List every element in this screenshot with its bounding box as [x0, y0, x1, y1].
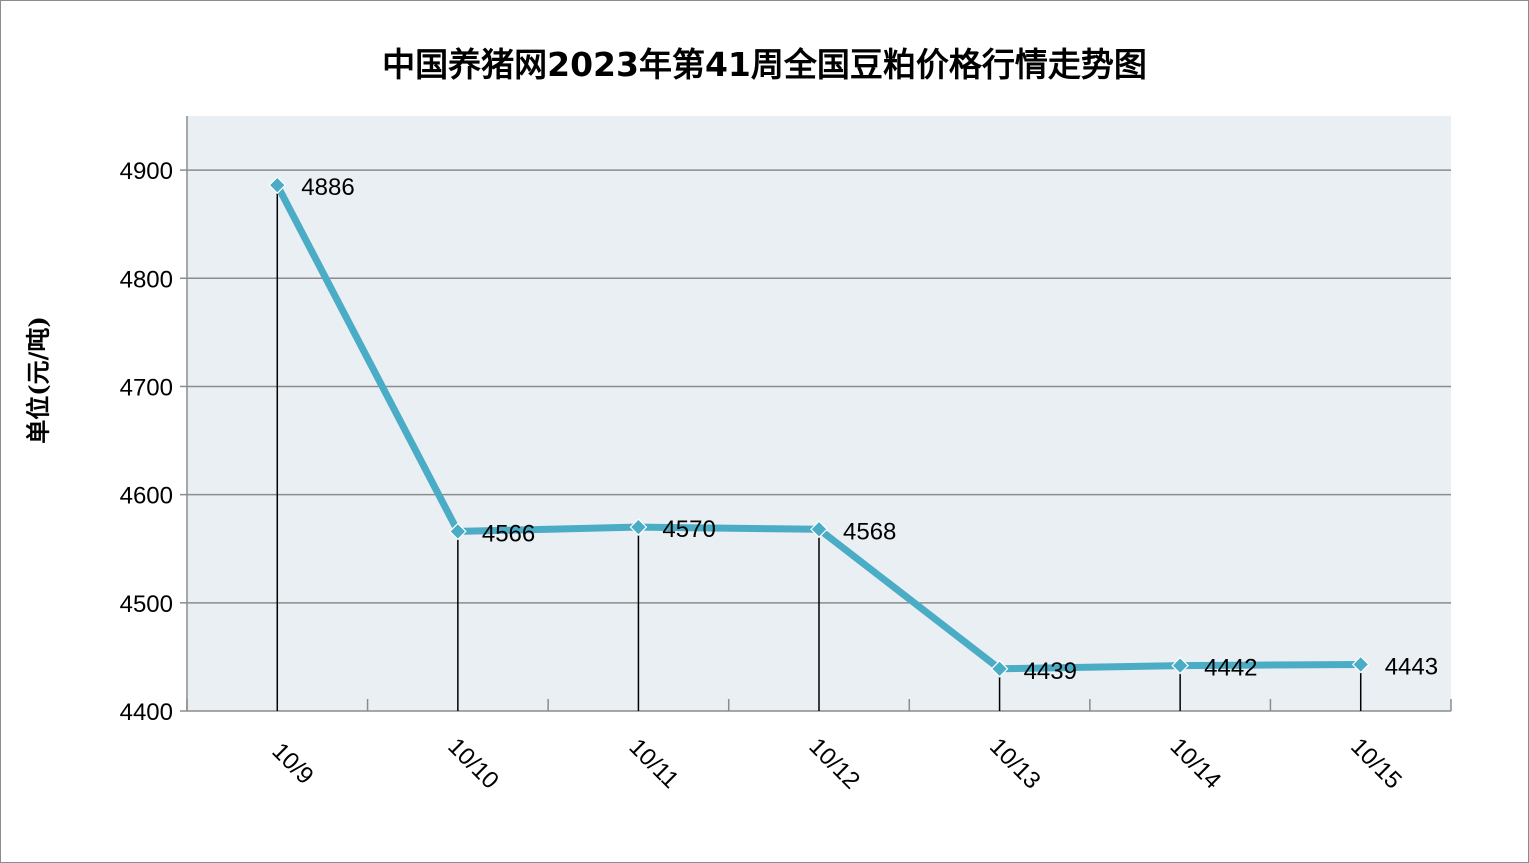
x-tick-label: 10/9 — [267, 738, 319, 790]
y-tick-labels: 4400 4500 4600 4700 4800 4900 — [120, 158, 173, 726]
data-label: 4566 — [482, 520, 535, 547]
y-tick-label: 4600 — [120, 483, 173, 510]
data-point — [268, 176, 287, 195]
data-labels: 4886 4566 4570 4568 4439 4442 4443 — [301, 174, 1438, 685]
data-label: 4442 — [1204, 655, 1257, 682]
data-label: 4886 — [301, 174, 354, 201]
data-point — [629, 518, 648, 536]
data-label: 4568 — [843, 518, 896, 545]
y-tick-label: 4700 — [120, 374, 173, 401]
x-tick-labels: 10/9 10/10 10/11 10/12 10/13 10/14 10/15 — [267, 733, 1407, 795]
x-tick-label: 10/11 — [624, 734, 684, 794]
data-point — [1171, 656, 1189, 675]
data-point — [1351, 655, 1370, 674]
y-tick-label: 4400 — [120, 699, 173, 726]
data-point — [810, 520, 828, 539]
x-tick-label: 10/12 — [804, 733, 866, 795]
x-tick-label: 10/13 — [984, 733, 1046, 795]
y-tick-label: 4500 — [120, 591, 173, 618]
x-tick-label: 10/10 — [442, 733, 504, 795]
y-tick-label: 4900 — [120, 158, 173, 185]
x-tick-label: 10/14 — [1165, 733, 1227, 795]
data-label: 4570 — [662, 516, 715, 543]
data-point — [449, 522, 467, 541]
x-tick-label: 10/15 — [1345, 733, 1407, 795]
data-point — [990, 659, 1009, 678]
gridlines — [187, 169, 1451, 604]
y-tick-label: 4800 — [120, 266, 173, 293]
series-markers — [268, 176, 1370, 678]
data-label: 4443 — [1385, 653, 1438, 680]
data-label: 4439 — [1024, 658, 1077, 685]
chart-title: 中国养猪网2023年第41周全国豆粕价格行情走势图 — [382, 45, 1147, 84]
